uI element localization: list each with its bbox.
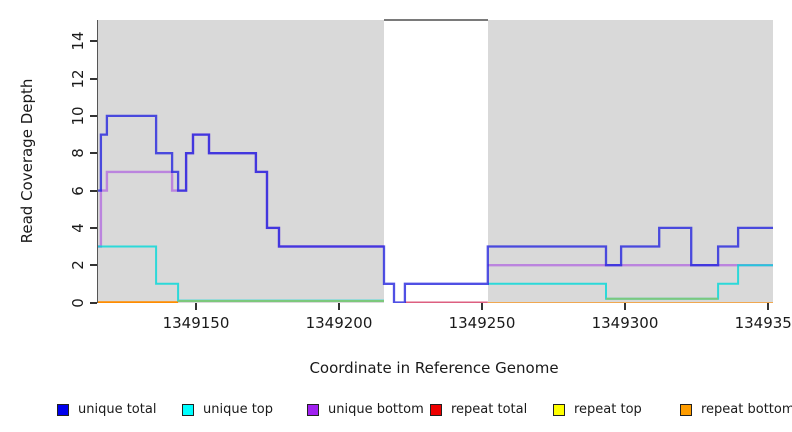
series-unique-total — [98, 114, 773, 303]
y-tick-label: 4 — [69, 223, 87, 233]
y-axis-tick — [90, 264, 97, 267]
y-axis-tick — [90, 189, 97, 192]
legend-item-unique-top: unique top — [182, 402, 273, 417]
y-axis-tick — [90, 77, 97, 80]
y-tick-label: 0 — [69, 297, 87, 308]
y-axis-tick — [90, 114, 97, 117]
x-axis-tick — [338, 303, 340, 310]
plot-panel — [97, 19, 773, 303]
y-tick-label: 2 — [69, 260, 87, 270]
legend-swatch-icon — [680, 403, 692, 416]
legend-item-repeat-top: repeat top — [553, 402, 642, 417]
legend-item-unique-total: unique total — [57, 402, 156, 417]
y-axis-title: Read Coverage Depth — [18, 78, 36, 244]
y-tick-label: 6 — [69, 185, 87, 196]
x-tick-label: 1349300 — [591, 314, 659, 332]
series-unique-top — [487, 264, 773, 300]
series-unique-bottom — [98, 133, 384, 248]
y-tick-label: 14 — [69, 31, 87, 51]
legend-label: repeat top — [574, 402, 642, 417]
legend-swatch-icon — [553, 403, 565, 416]
legend-item-repeat-total: repeat total — [430, 402, 527, 417]
x-tick-label: 1349150 — [162, 314, 230, 332]
y-axis-tick — [90, 152, 97, 155]
x-tick-label: 1349200 — [305, 314, 373, 332]
legend-label: repeat total — [451, 402, 528, 417]
series-unique-top — [98, 245, 384, 302]
repeat-region-band — [384, 19, 488, 303]
y-tick-label: 10 — [69, 106, 87, 126]
legend-label: unique bottom — [328, 402, 424, 417]
legend-label: repeat bottom — [701, 402, 792, 417]
x-tick-label: 1349250 — [448, 314, 516, 332]
y-axis-tick — [90, 301, 97, 304]
legend-label: unique total — [78, 402, 157, 417]
y-tick-label: 12 — [69, 69, 87, 89]
x-axis-title: Coordinate in Reference Genome — [309, 359, 559, 377]
legend-swatch-icon — [307, 403, 319, 416]
legend-swatch-icon — [182, 403, 194, 416]
legend-item-unique-bottom: unique bottom — [307, 402, 424, 417]
x-axis-tick — [195, 303, 197, 310]
legend-swatch-icon — [57, 403, 69, 416]
x-tick-label: 1349350 — [734, 314, 792, 332]
legend-swatch-icon — [430, 403, 442, 416]
x-axis-tick — [624, 303, 626, 310]
y-tick-label: 8 — [69, 148, 87, 158]
y-axis-tick — [90, 226, 97, 229]
legend-item-repeat-bottom: repeat bottom — [680, 402, 792, 417]
x-axis-tick — [481, 303, 483, 310]
coverage-step-lines — [98, 114, 773, 303]
x-axis-tick — [767, 303, 769, 310]
legend-label: unique top — [203, 402, 274, 417]
y-axis-tick — [90, 40, 97, 43]
